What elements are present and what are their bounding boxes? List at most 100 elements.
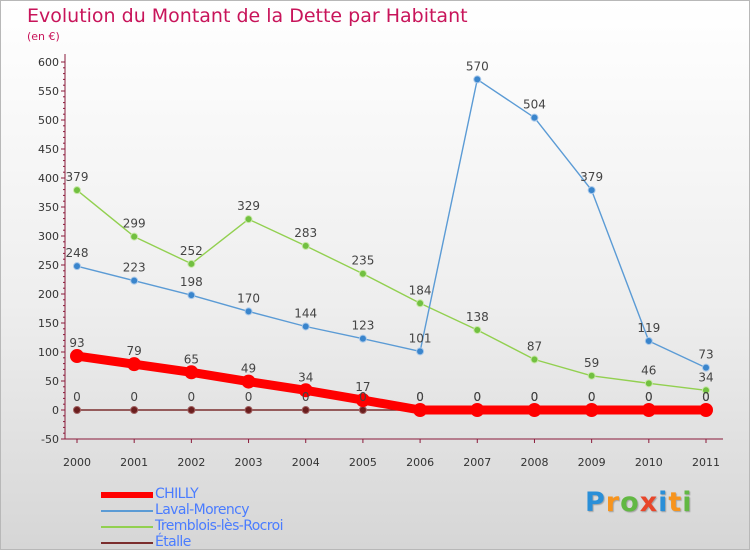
x-tick-label: 2006: [406, 456, 434, 469]
x-tick-label: 2004: [292, 456, 320, 469]
x-tick-label: 2010: [635, 456, 663, 469]
data-point-chilly: [413, 403, 428, 417]
data-label-tremblois-les-rocroi: 59: [584, 356, 599, 370]
data-point-chilly: [699, 403, 713, 417]
data-label-laval-morency: 570: [466, 59, 489, 73]
series-line-laval-morency: [76, 78, 707, 369]
data-label-tremblois-les-rocroi: 34: [698, 370, 713, 384]
data-point-tremblois-les-rocroi: [187, 259, 196, 268]
data-label-laval-morency: 73: [698, 348, 713, 362]
data-label-tremblois-les-rocroi: 87: [527, 340, 542, 354]
legend-label-laval-morency: Laval-Morency: [155, 502, 250, 518]
legend-label-etalle: Étalle: [155, 534, 191, 550]
data-point-laval-morency: [587, 186, 596, 195]
data-label-chilly: 0: [588, 390, 596, 404]
logo-letter: t: [668, 487, 683, 518]
x-tick-label: 2005: [349, 456, 377, 469]
x-tick-label: 2011: [692, 456, 720, 469]
data-point-tremblois-les-rocroi: [587, 371, 596, 380]
data-point-etalle: [358, 406, 367, 414]
data-label-etalle: 0: [416, 390, 424, 404]
data-point-chilly: [241, 374, 256, 389]
y-tick-label: 450: [38, 143, 59, 156]
legend-swatch-chilly: [101, 492, 153, 498]
data-point-chilly: [355, 393, 370, 408]
data-label-laval-morency: 223: [123, 261, 146, 275]
x-tick-label: 2001: [120, 456, 148, 469]
data-label-etalle: 0: [245, 390, 253, 404]
legend-swatch-etalle: [101, 542, 153, 544]
data-label-tremblois-les-rocroi: 138: [466, 310, 489, 324]
data-point-laval-morency: [644, 336, 653, 345]
data-point-laval-morency: [416, 347, 425, 356]
y-tick-label: 300: [38, 230, 59, 243]
legend-item-laval-morency: Laval-Morency: [101, 502, 341, 519]
data-point-etalle: [130, 406, 139, 414]
data-point-chilly: [470, 403, 485, 417]
data-label-etalle: 0: [302, 390, 310, 404]
data-label-etalle: 0: [473, 390, 481, 404]
legend-label-tremblois-les-rocroi: Tremblois-lès-Rocroi: [155, 518, 283, 534]
y-tick-label: 600: [38, 56, 59, 69]
y-tick-label: 350: [38, 201, 59, 214]
series-line-tremblois-les-rocroi: [76, 189, 707, 391]
data-label-etalle: 0: [645, 390, 653, 404]
legend-label-chilly: CHILLY: [155, 486, 199, 502]
data-point-chilly: [127, 357, 142, 372]
data-point-chilly: [641, 403, 656, 417]
data-point-etalle: [301, 406, 310, 414]
data-label-etalle: 0: [73, 390, 81, 404]
data-label-tremblois-les-rocroi: 235: [351, 254, 374, 268]
data-label-chilly: 17: [355, 380, 370, 394]
y-tick-label: 250: [38, 259, 59, 272]
data-label-etalle: 0: [188, 390, 196, 404]
data-label-laval-morency: 144: [294, 306, 317, 320]
data-label-etalle: 0: [130, 390, 138, 404]
data-label-laval-morency: 198: [180, 275, 203, 289]
data-point-tremblois-les-rocroi: [244, 215, 253, 224]
data-point-tremblois-les-rocroi: [530, 355, 539, 364]
proxiti-logo: Proxiti: [585, 487, 693, 518]
data-point-laval-morency: [702, 363, 710, 372]
data-point-tremblois-les-rocroi: [416, 299, 425, 308]
data-point-etalle: [187, 406, 196, 414]
data-label-laval-morency: 119: [637, 321, 660, 335]
data-label-chilly: 65: [184, 352, 199, 366]
data-point-etalle: [244, 406, 253, 414]
logo-letter: P: [585, 487, 606, 518]
data-point-laval-morency: [473, 75, 482, 84]
y-tick-label: 200: [38, 288, 59, 301]
logo-letter: r: [605, 487, 621, 518]
data-label-chilly: 0: [645, 390, 653, 404]
x-tick-label: 2007: [463, 456, 491, 469]
data-point-laval-morency: [358, 334, 367, 343]
data-point-tremblois-les-rocroi: [130, 232, 139, 241]
y-tick-label: 500: [38, 114, 59, 127]
x-tick-label: 2003: [235, 456, 263, 469]
data-label-tremblois-les-rocroi: 184: [409, 283, 432, 297]
data-label-etalle: 0: [531, 390, 539, 404]
x-tick-label: 2000: [63, 456, 91, 469]
logo-letter: i: [682, 487, 693, 518]
logo-letter: x: [639, 487, 659, 518]
logo-letter: o: [620, 487, 640, 518]
data-label-etalle: 0: [359, 390, 367, 404]
data-label-chilly: 79: [127, 344, 142, 358]
legend-item-tremblois-les-rocroi: Tremblois-lès-Rocroi: [101, 518, 341, 535]
data-point-laval-morency: [130, 276, 139, 285]
data-label-tremblois-les-rocroi: 329: [237, 199, 260, 213]
data-label-chilly: 0: [473, 390, 481, 404]
data-label-laval-morency: 248: [66, 246, 89, 260]
data-label-chilly: 0: [416, 390, 424, 404]
data-point-laval-morency: [73, 262, 81, 271]
data-point-tremblois-les-rocroi: [301, 241, 310, 250]
legend-item-etalle: Étalle: [101, 534, 341, 551]
x-tick-label: 2002: [177, 456, 205, 469]
data-label-chilly: 93: [69, 336, 84, 350]
data-point-chilly: [527, 403, 542, 417]
data-label-tremblois-les-rocroi: 46: [641, 363, 656, 377]
y-tick-label: 50: [45, 375, 59, 388]
logo-letter: i: [658, 487, 669, 518]
data-label-etalle: 0: [702, 390, 710, 404]
